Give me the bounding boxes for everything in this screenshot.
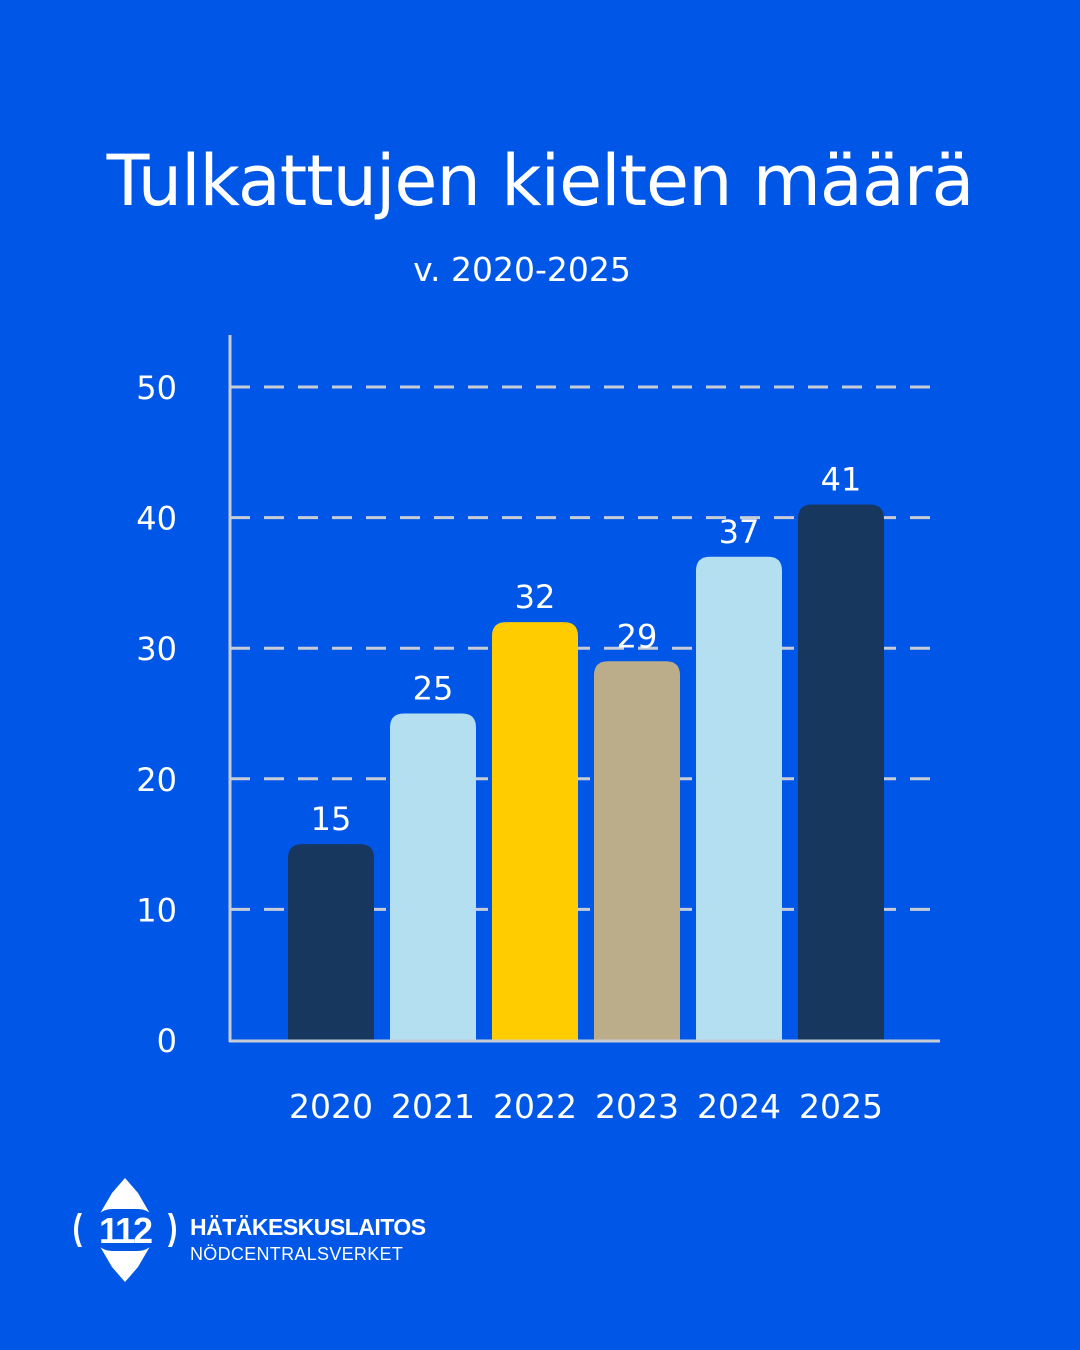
- bar-2023: [594, 661, 680, 1040]
- bar-2022: [492, 622, 578, 1040]
- chart-title: Tulkattujen kielten määrä: [106, 140, 975, 222]
- y-tick-label: 0: [157, 1022, 177, 1060]
- bar-2020: [288, 844, 374, 1040]
- data-label: 15: [311, 800, 352, 838]
- data-label: 37: [719, 513, 760, 551]
- logo-text-swedish: NÖDCENTRALSVERKET: [190, 1244, 404, 1264]
- chart-subtitle: v. 2020-2025: [413, 250, 631, 289]
- logo-112-emblem: 112: [74, 1178, 176, 1282]
- bar-2024: [696, 556, 782, 1040]
- logo-text-finnish: HÄTÄKESKUSLAITOS: [190, 1214, 426, 1240]
- data-label: 41: [821, 461, 862, 499]
- x-tick-label: 2020: [289, 1087, 373, 1126]
- x-tick-label: 2022: [493, 1087, 577, 1126]
- y-tick-label: 50: [136, 369, 177, 407]
- bar-chart: 0 10 20 30 40 50 15 2020 25 2021 32 2022 29 2023 37 202…: [136, 335, 940, 1126]
- data-label: 32: [515, 578, 556, 616]
- x-tick-label: 2025: [799, 1087, 883, 1126]
- svg-text:112: 112: [99, 1210, 152, 1251]
- bar-2025: [798, 504, 884, 1040]
- x-tick-label: 2023: [595, 1087, 679, 1126]
- y-tick-label: 40: [136, 500, 177, 538]
- y-tick-label: 30: [136, 630, 177, 668]
- y-tick-label: 20: [136, 761, 177, 799]
- data-label: 25: [413, 670, 454, 708]
- y-tick-label: 10: [136, 891, 177, 929]
- data-label: 29: [617, 617, 658, 655]
- bar-2021: [390, 713, 476, 1040]
- x-tick-label: 2021: [391, 1087, 475, 1126]
- x-tick-label: 2024: [697, 1087, 781, 1126]
